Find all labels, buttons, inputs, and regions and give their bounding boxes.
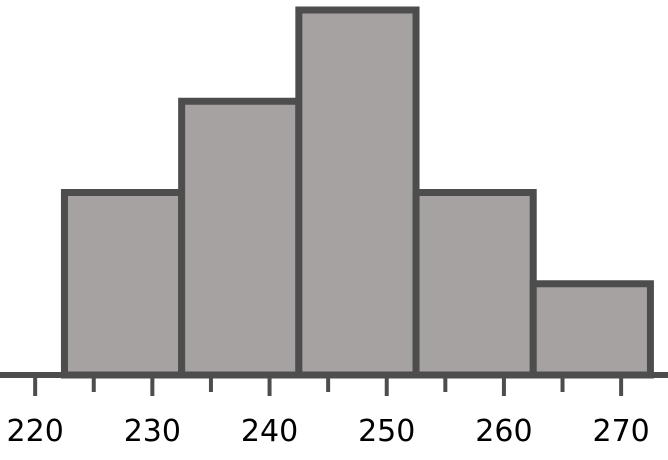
x-tick-label-240: 240	[241, 414, 298, 449]
x-tick-label-230: 230	[124, 414, 181, 449]
x-axis-tick-labels: 220 230 240 250 260 270	[7, 414, 650, 449]
x-axis-ticks	[33, 378, 624, 396]
histogram-bar-1	[60, 189, 186, 379]
histogram-bar-5	[529, 280, 654, 379]
x-tick-label-220: 220	[7, 414, 64, 449]
x-tick-label-260: 260	[475, 414, 532, 449]
bars-group	[60, 6, 654, 379]
x-tick-label-270: 270	[592, 414, 649, 449]
histogram-bar-2	[178, 97, 303, 379]
histogram-bar-4	[412, 189, 537, 379]
histogram-bar-3	[295, 6, 420, 379]
x-tick-label-250: 250	[358, 414, 415, 449]
